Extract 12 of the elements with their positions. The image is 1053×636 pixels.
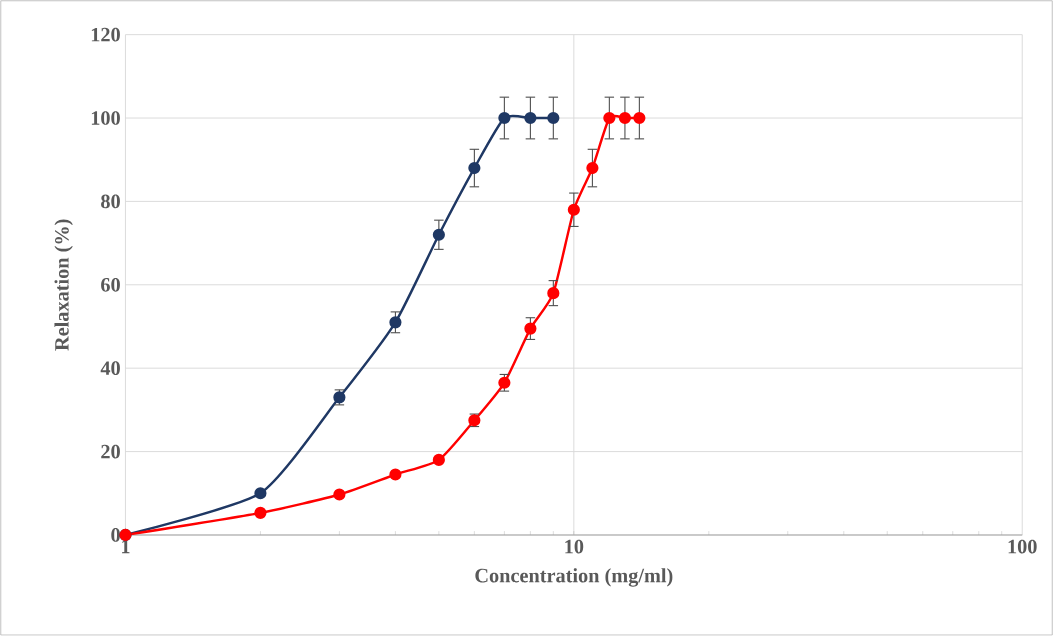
x-tick-label: 1 bbox=[122, 539, 130, 554]
y-tick-label: 20 bbox=[101, 444, 120, 459]
y-tick-label: 60 bbox=[101, 278, 120, 292]
y-tick-label: 120 bbox=[91, 27, 120, 42]
x-axis-title: Concentration (mg/ml) bbox=[475, 568, 673, 587]
y-tick-label: 0 bbox=[111, 528, 120, 542]
y-axis-title: Relaxation (%) bbox=[54, 219, 73, 351]
x-tick-label: 10 bbox=[565, 539, 584, 554]
y-tick-label: 40 bbox=[100, 361, 120, 376]
y-tick-label: 100 bbox=[91, 111, 120, 125]
y-tick-label: 80 bbox=[101, 194, 120, 209]
x-tick-label: 100 bbox=[1008, 539, 1037, 554]
